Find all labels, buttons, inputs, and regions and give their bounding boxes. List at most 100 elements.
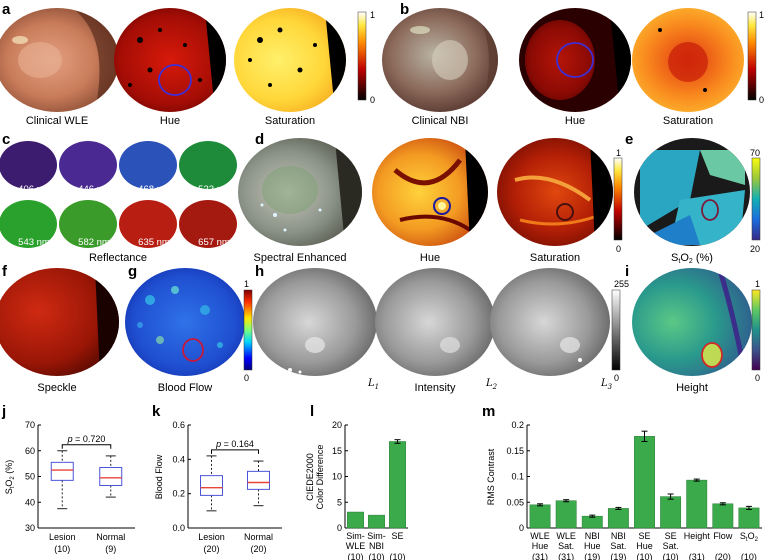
- x-tick-label: StO2: [740, 531, 759, 543]
- x-tick-label: Hue: [532, 541, 549, 551]
- x-tick-label: WLE: [530, 531, 550, 541]
- panel-label-h: h: [255, 263, 264, 280]
- y-axis-label: RMS Contrast: [486, 448, 496, 505]
- x-tick-label: Height: [684, 531, 711, 541]
- colorbar-h-max: 255: [614, 279, 629, 289]
- bar: [634, 436, 655, 529]
- x-count-label: (10): [663, 552, 679, 560]
- image-nbi-hue: [519, 8, 631, 112]
- image-blood-flow: [125, 268, 245, 376]
- panel-label-g: g: [128, 263, 137, 280]
- panel-label-j: j: [1, 403, 6, 420]
- x-tick-label: NBI: [611, 531, 626, 541]
- colorbar-a-min: 0: [370, 95, 375, 105]
- colorbar-b: 1 0: [747, 10, 764, 105]
- wl-582: 582 nm: [78, 237, 110, 248]
- x-tick-label: Normal: [96, 532, 125, 542]
- colorbar-e: 70 20: [750, 148, 761, 254]
- box: [247, 470, 270, 490]
- colorbar-d: 1 0: [613, 148, 623, 254]
- box: [200, 475, 223, 496]
- colorbar-g: 1 0: [243, 279, 253, 383]
- x-count-label: (19): [610, 552, 626, 560]
- colorbar-g-min: 0: [244, 373, 249, 383]
- caption-height: Height: [676, 382, 708, 394]
- panel-label-d: d: [255, 131, 264, 148]
- x-tick-label: Lesion: [198, 532, 225, 542]
- colorbar-h: 255 0: [611, 279, 629, 383]
- image-speckle: [0, 268, 119, 376]
- x-count-label: (10): [54, 544, 70, 554]
- caption-nbi-saturation: Saturation: [663, 115, 713, 127]
- x-count-label: (10): [636, 552, 652, 560]
- chart-j-sto2-boxplot: 30 40 50 60 70 Lesion (10) Normal (9) p = 0.720 St…: [4, 420, 135, 554]
- x-tick-label: WLE: [556, 531, 576, 541]
- x-tick-label: Sat.: [558, 541, 574, 551]
- bar: [607, 508, 629, 529]
- caption-se-hue: Hue: [420, 252, 440, 264]
- p-value-annotation: p = 0.164: [215, 439, 254, 449]
- x-count-label: (31): [532, 552, 548, 560]
- colorbar-e-min: 20: [750, 244, 760, 254]
- y-tick-label: 0.6: [172, 420, 185, 430]
- colorbar-i-min: 0: [755, 373, 760, 383]
- panel-label-i: i: [625, 263, 629, 280]
- caption-nbi-hue: Hue: [565, 115, 585, 127]
- y-tick-label: 0.0: [172, 523, 185, 533]
- y-tick-label: 15: [332, 446, 342, 456]
- image-spectral-enhanced: [238, 138, 362, 246]
- reflectance-406: [0, 141, 57, 189]
- y-axis-label-line2: Color Difference: [315, 445, 325, 510]
- caption-sto2: StO2 (%): [671, 252, 713, 265]
- bar: [347, 511, 364, 529]
- y-axis-label: Blood Flow: [154, 454, 164, 499]
- caption-se-saturation: Saturation: [530, 252, 580, 264]
- y-tick-label: 50: [25, 472, 35, 482]
- x-count-label: (10): [368, 552, 384, 560]
- bar: [686, 479, 708, 529]
- x-tick-label: Normal: [244, 532, 273, 542]
- caption-speckle: Speckle: [37, 382, 76, 394]
- bar: [389, 441, 406, 529]
- y-tick-label: 20: [332, 420, 342, 430]
- reflectance-582: [59, 200, 117, 248]
- light-label-l1: L1: [367, 378, 379, 391]
- y-tick-label: 0.15: [506, 446, 524, 456]
- caption-spectral-enhanced: Spectral Enhanced: [254, 252, 347, 264]
- bar: [712, 503, 734, 529]
- reflectance-635: [119, 200, 177, 248]
- y-tick-label: 0: [519, 523, 524, 533]
- panel-label-l: l: [310, 403, 314, 420]
- image-wle-hue: [114, 8, 226, 112]
- image-clinical-nbi: [382, 8, 498, 112]
- x-tick-label: Hue: [636, 541, 653, 551]
- x-tick-label: Flow: [713, 531, 733, 541]
- x-tick-label: SE: [391, 531, 403, 541]
- caption-wle-saturation: Saturation: [265, 115, 315, 127]
- x-tick-label: NBI: [585, 531, 600, 541]
- y-tick-label: 30: [25, 523, 35, 533]
- image-intensity-l2: [375, 268, 495, 376]
- x-tick-label: NBI: [369, 541, 384, 551]
- x-tick-label: Sim-: [367, 531, 386, 541]
- image-wle-saturation: [234, 8, 346, 112]
- image-sto2-map: [634, 138, 750, 246]
- colorbar-b-min: 0: [759, 95, 764, 105]
- chart-m-rms-contrast-bar: 00.050.10.150.2WLEHue(31)WLESat.(31)NBIH…: [486, 420, 762, 560]
- panel-label-c: c: [2, 131, 10, 148]
- p-value-annotation: p = 0.720: [67, 434, 106, 444]
- x-tick-label: Hue: [584, 541, 601, 551]
- bar: [368, 514, 385, 529]
- y-axis-label-line1: CIEDE2000: [305, 453, 315, 501]
- x-count-label: (9): [105, 544, 116, 554]
- y-tick-label: 5: [337, 497, 342, 507]
- image-intensity-l3: [490, 268, 610, 376]
- caption-blood-flow: Blood Flow: [158, 382, 212, 394]
- colorbar-h-min: 0: [614, 373, 619, 383]
- colorbar-d-max: 1: [616, 148, 621, 158]
- bar: [660, 496, 682, 529]
- panel-label-m: m: [482, 403, 495, 420]
- colorbar-e-max: 70: [750, 148, 760, 158]
- caption-clinical-wle: Clinical WLE: [26, 115, 88, 127]
